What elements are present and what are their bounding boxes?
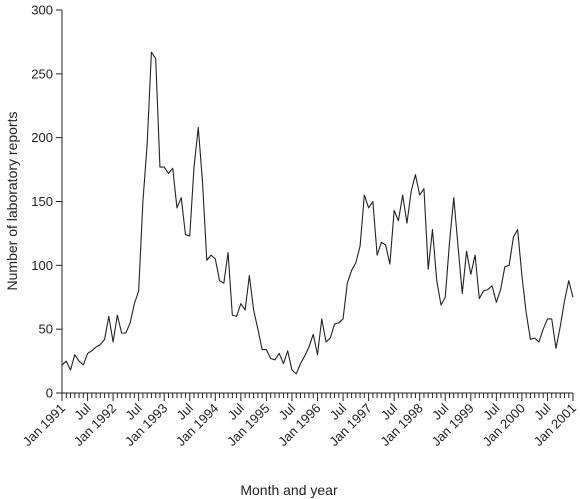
- y-ticks: 0 50 100 150 200 250 300: [31, 3, 62, 401]
- y-tick-label: 100: [31, 258, 53, 273]
- y-tick-label: 300: [31, 3, 53, 18]
- y-tick-label: 250: [31, 66, 53, 81]
- series-line: [61, 51, 574, 375]
- y-tick-label: 0: [46, 386, 53, 401]
- y-axis-title: Number of laboratory reports: [4, 112, 20, 291]
- y-axis: 0 50 100 150 200 250 300: [31, 3, 63, 401]
- y-tick-label: 150: [31, 194, 53, 209]
- x-axis-title: Month and year: [240, 482, 338, 498]
- x-tick-label: Jan 1991: [20, 401, 68, 449]
- y-tick-label: 200: [31, 130, 53, 145]
- y-tick-label: 50: [39, 322, 53, 337]
- series-group: [61, 51, 574, 375]
